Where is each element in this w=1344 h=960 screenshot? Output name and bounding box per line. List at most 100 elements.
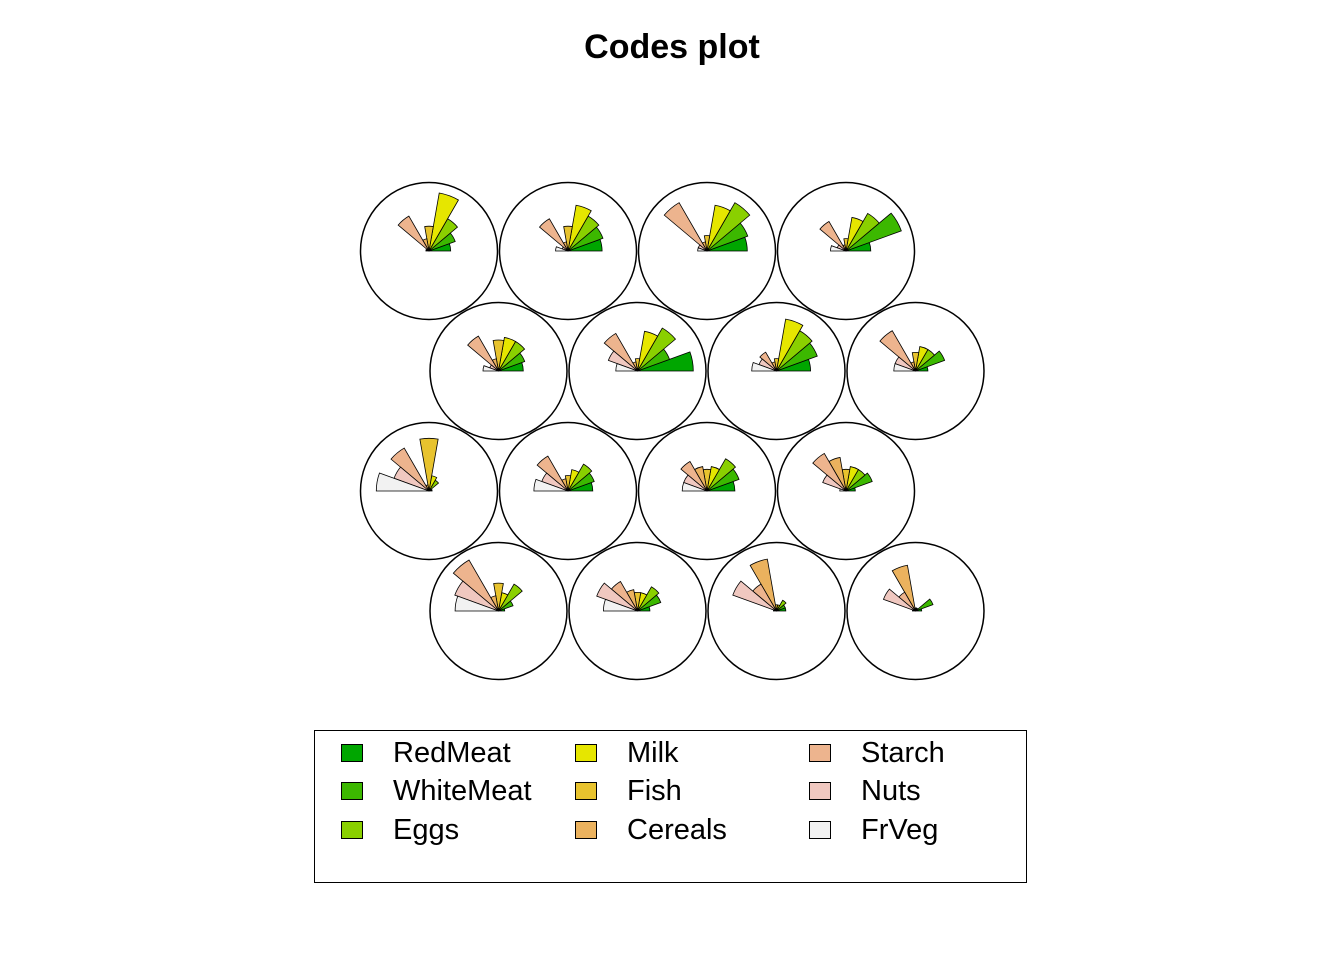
legend-label: Nuts <box>861 774 921 807</box>
som-unit-3-2 <box>498 421 638 561</box>
segment-frveg <box>772 609 777 612</box>
segment-milk <box>637 330 659 372</box>
segment-frveg <box>893 363 916 372</box>
chart-title: Codes plot <box>584 28 760 66</box>
som-unit-1-4 <box>776 181 916 321</box>
segment-frveg <box>615 363 638 372</box>
unit-circle <box>846 541 985 681</box>
segment-eggs <box>498 583 523 612</box>
segment-starch <box>663 202 708 252</box>
segment-milk <box>845 216 864 252</box>
segment-frveg <box>751 362 777 372</box>
segment-milk <box>776 318 804 372</box>
legend-item-frveg: FrVeg <box>809 812 938 848</box>
codes-plot-area <box>359 181 985 681</box>
segment-nuts <box>822 474 847 492</box>
unit-circle <box>776 421 916 561</box>
legend-swatch <box>809 744 831 762</box>
segment-eggs <box>845 212 880 252</box>
unit-circle <box>568 541 707 681</box>
segment-starch <box>390 447 430 492</box>
segment-frveg <box>454 595 499 612</box>
legend-label: Eggs <box>393 813 460 846</box>
segment-frveg <box>482 365 499 372</box>
segment-milk <box>706 204 731 252</box>
legend-item-cereals: Cereals <box>575 812 727 848</box>
unit-circle <box>429 301 568 441</box>
segment-frveg <box>375 472 430 492</box>
segment-starch <box>879 330 916 372</box>
unit-circle <box>498 421 638 561</box>
segment-milk <box>706 466 720 492</box>
segment-fish <box>563 225 573 252</box>
legend-swatch <box>575 821 597 839</box>
legend-swatch <box>809 821 831 839</box>
segment-starch <box>812 452 847 492</box>
segment-starch <box>603 332 638 372</box>
segment-nuts <box>882 588 916 612</box>
segment-milk <box>498 336 517 372</box>
unit-circle <box>359 421 499 561</box>
legend-item-fish: Fish <box>575 773 682 809</box>
segment-milk <box>567 469 580 492</box>
unit-circle <box>429 541 568 681</box>
segment-frveg <box>839 488 847 492</box>
segment-whitemeat <box>915 350 946 372</box>
som-unit-1-1 <box>359 181 499 321</box>
segment-fish <box>419 437 439 492</box>
som-unit-1-2 <box>498 181 638 321</box>
segment-eggs <box>637 327 677 372</box>
legend-swatch <box>809 782 831 800</box>
segment-eggs <box>637 586 660 612</box>
legend-swatch <box>575 744 597 762</box>
segment-whitemeat <box>845 212 902 252</box>
segment-frveg <box>697 247 708 252</box>
segment-fish <box>564 475 572 492</box>
unit-circle <box>637 421 777 561</box>
segment-cereals <box>891 564 916 612</box>
segment-fish <box>773 358 780 372</box>
segment-milk <box>915 346 929 372</box>
segment-nuts <box>607 350 638 372</box>
segment-eggs <box>776 599 787 612</box>
segment-frveg <box>911 609 916 612</box>
segment-starch <box>467 335 499 372</box>
segment-frveg <box>533 478 569 492</box>
som-unit-2-3 <box>707 301 846 441</box>
legend-label: Starch <box>861 736 945 769</box>
legend-swatch <box>341 744 363 762</box>
legend-label: WhiteMeat <box>393 774 532 807</box>
legend-swatch <box>341 782 363 800</box>
segment-frveg <box>425 249 430 252</box>
unit-circle <box>707 541 846 681</box>
segment-fish <box>911 351 920 372</box>
legend-label: Cereals <box>627 813 727 846</box>
legend-item-whitemeat: WhiteMeat <box>341 773 532 809</box>
segment-fish <box>634 358 641 372</box>
segment-frveg <box>555 246 569 252</box>
segment-eggs <box>706 202 751 252</box>
segment-starch <box>538 218 569 252</box>
unit-circle <box>776 181 916 321</box>
unit-circle <box>498 181 638 321</box>
segment-whitemeat <box>845 472 873 492</box>
legend-item-redmeat: RedMeat <box>341 735 511 771</box>
legend-swatch <box>341 821 363 839</box>
som-unit-2-2 <box>568 301 707 441</box>
som-unit-3-3 <box>637 421 777 561</box>
segment-milk <box>845 466 859 492</box>
segment-frveg <box>602 598 638 612</box>
legend-item-nuts: Nuts <box>809 773 921 809</box>
segment-starch <box>452 559 499 612</box>
som-unit-3-4 <box>776 421 916 561</box>
legend-item-milk: Milk <box>575 735 679 771</box>
legend-label: RedMeat <box>393 736 511 769</box>
som-unit-3-1 <box>359 421 499 561</box>
unit-circle <box>568 301 707 441</box>
segment-starch <box>397 215 430 252</box>
legend-swatch <box>575 782 597 800</box>
som-unit-2-1 <box>429 301 568 441</box>
unit-circle <box>359 181 499 321</box>
som-unit-4-3 <box>707 541 846 681</box>
segment-nuts <box>732 580 777 612</box>
